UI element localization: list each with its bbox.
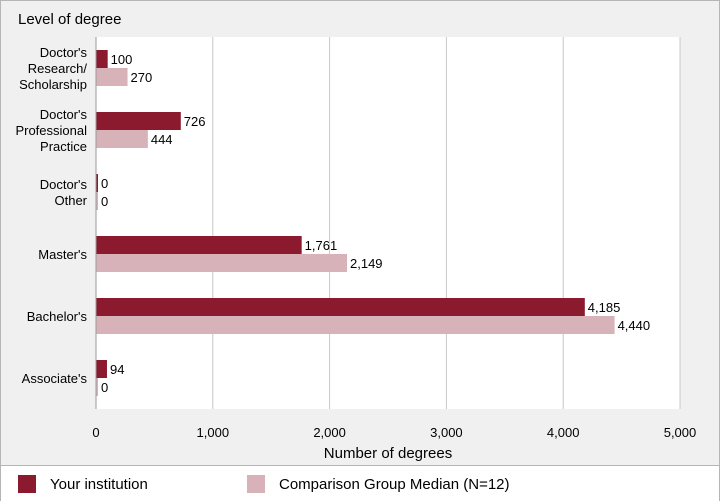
- y-axis-title: Level of degree: [18, 11, 121, 28]
- bar-value-label: 4,185: [588, 300, 621, 315]
- legend-item-comparison-group: Comparison Group Median (N=12): [247, 475, 510, 493]
- bars: [96, 50, 615, 396]
- legend-item-your-institution: Your institution: [18, 475, 148, 493]
- bar-value-label: 94: [110, 362, 124, 377]
- bar-comparison-group: [96, 254, 348, 272]
- x-tick-label: 5,000: [664, 425, 697, 440]
- x-axis-title: Number of degrees: [324, 445, 452, 462]
- x-tick-label: 3,000: [430, 425, 463, 440]
- legend-label-comparison-group: Comparison Group Median (N=12): [279, 475, 510, 493]
- x-tick-label: 1,000: [197, 425, 230, 440]
- bar-comparison-group: [96, 192, 98, 210]
- bar-value-label: 2,149: [350, 256, 383, 271]
- bar-your-institution: [96, 298, 585, 316]
- category-label: Bachelor's: [27, 309, 88, 324]
- bar-value-label: 0: [101, 380, 108, 395]
- bar-your-institution: [96, 50, 108, 68]
- category-label: Doctor's Research/Scholarship: [19, 45, 87, 92]
- bar-value-label: 100: [111, 52, 133, 67]
- legend-swatch-your-institution: [18, 475, 36, 493]
- bar-your-institution: [96, 112, 181, 130]
- legend-label-your-institution: Your institution: [50, 475, 148, 493]
- legend-swatch-comparison-group: [247, 475, 265, 493]
- bar-value-label: 0: [101, 194, 108, 209]
- bar-comparison-group: [96, 130, 148, 148]
- bar-value-label: 1,761: [305, 238, 338, 253]
- bar-value-label: 4,440: [618, 318, 651, 333]
- bar-value-label: 726: [184, 114, 206, 129]
- category-labels: Doctor's Research/Scholarship Doctor's Prof…: [15, 45, 87, 386]
- x-tick-labels: 0 1,000 2,000 3,000 4,000 5,000: [92, 425, 696, 440]
- bar-value-label: 270: [131, 70, 153, 85]
- plot-area: [96, 37, 680, 409]
- x-tick-label: 4,000: [547, 425, 580, 440]
- bar-value-label: 0: [101, 176, 108, 191]
- bar-your-institution: [96, 360, 107, 378]
- category-label: Associate's: [22, 371, 88, 386]
- category-label: Master's: [38, 247, 87, 262]
- legend: Your institution Comparison Group Median…: [1, 465, 719, 501]
- bar-your-institution: [96, 174, 98, 192]
- category-label: Doctor's Other: [40, 177, 88, 208]
- category-label: Doctor's Professional Practice: [15, 107, 87, 154]
- x-tick-label: 0: [92, 425, 99, 440]
- bar-comparison-group: [96, 316, 615, 334]
- bar-your-institution: [96, 236, 302, 254]
- bar-comparison-group: [96, 378, 98, 396]
- x-tick-label: 2,000: [313, 425, 346, 440]
- bar-comparison-group: [96, 68, 128, 86]
- grid-lines: [212, 37, 681, 409]
- bar-value-label: 444: [151, 132, 173, 147]
